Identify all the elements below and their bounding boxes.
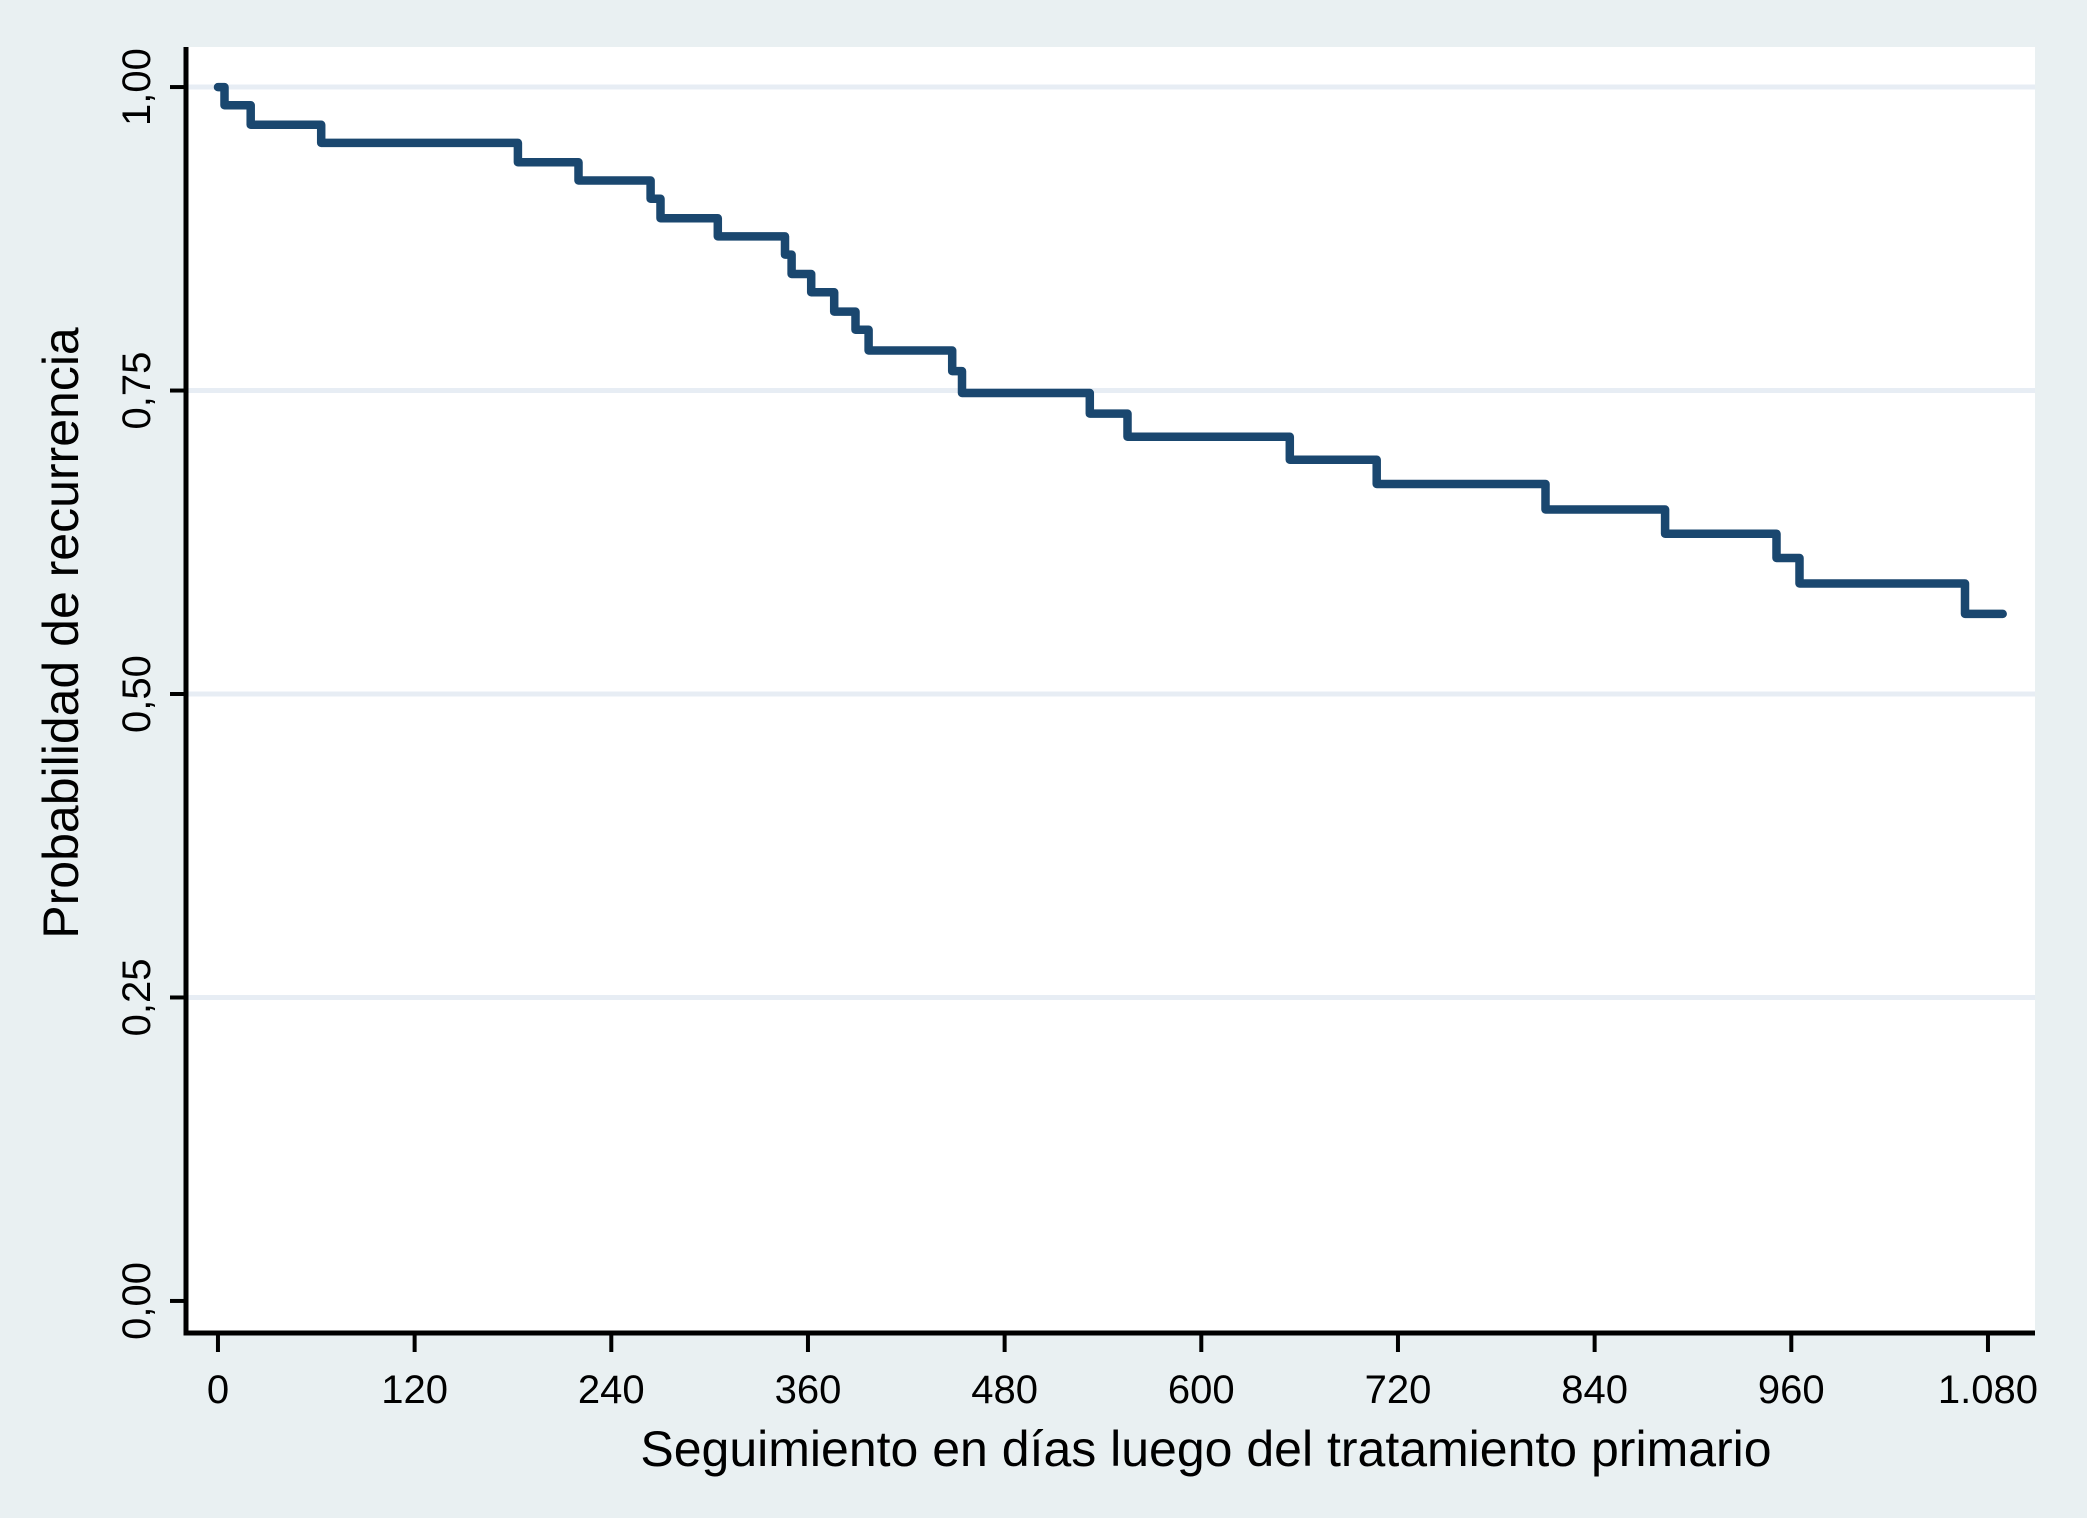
- grid-layer: [186, 84, 2035, 1000]
- x-tick-label-1.080: 1.080: [1938, 1368, 2038, 1412]
- plot-area: [186, 47, 2035, 1333]
- km-survival-curve: [213, 82, 2007, 619]
- x-axis-title: Seguimiento en días luego del tratamient…: [640, 1421, 1771, 1477]
- x-tick-label-840: 840: [1561, 1368, 1628, 1412]
- x-tick-label-960: 960: [1758, 1368, 1825, 1412]
- y-axis-title: Probabilidad de recurrencia: [33, 327, 89, 939]
- axis-layer: [170, 47, 2035, 1352]
- y-tick-label-1,00: 1,00: [115, 48, 159, 126]
- y-tick-label-0,25: 0,25: [115, 959, 159, 1037]
- x-tick-label-0: 0: [207, 1368, 229, 1412]
- x-tick-label-720: 720: [1365, 1368, 1432, 1412]
- x-tick-label-600: 600: [1168, 1368, 1235, 1412]
- x-tick-label-120: 120: [381, 1368, 448, 1412]
- x-tick-label-240: 240: [578, 1368, 645, 1412]
- y-tick-label-0,00: 0,00: [115, 1262, 159, 1340]
- y-tick-label-0,75: 0,75: [115, 352, 159, 430]
- x-tick-label-360: 360: [775, 1368, 842, 1412]
- x-tick-label-480: 480: [971, 1368, 1038, 1412]
- y-tick-label-0,50: 0,50: [115, 655, 159, 733]
- curve-layer: [213, 82, 2007, 619]
- tick-label-layer: 0,00 0,25 0,50 0,75 1,00 0 120 240 360 480 600 720 8…: [115, 48, 2038, 1412]
